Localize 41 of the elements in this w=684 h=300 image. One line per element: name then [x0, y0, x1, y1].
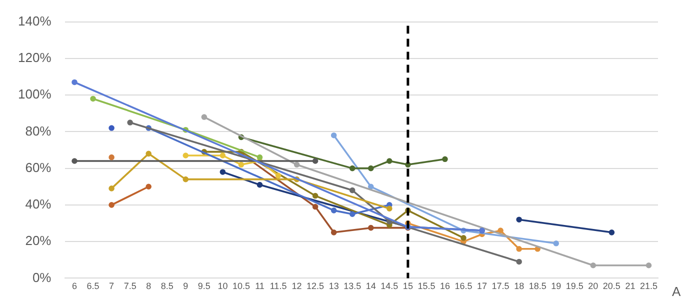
- x-tick-label: 21: [625, 281, 636, 292]
- x-tick-label: 11.5: [270, 281, 287, 292]
- x-tick-label: 13.5: [344, 281, 362, 292]
- y-tick-label: 20%: [25, 233, 52, 248]
- x-tick-label: 8: [146, 281, 152, 292]
- x-tick-label: 15.5: [418, 281, 436, 292]
- x-tick-label: 14: [366, 281, 376, 292]
- x-tick-label: 9: [183, 281, 188, 292]
- x-tick-label: 12.5: [306, 281, 324, 292]
- y-tick-label: 100%: [18, 86, 52, 102]
- x-tick-label: 10.5: [232, 281, 250, 292]
- x-axis-title: A: [672, 284, 681, 299]
- x-tick-label: 19: [551, 281, 562, 292]
- x-tick-label: 16: [440, 281, 450, 292]
- x-tick-label: 17.5: [492, 281, 510, 292]
- y-tick-label: 120%: [18, 50, 52, 66]
- y-tick-label: 60%: [25, 160, 52, 175]
- x-tick-label: 21.5: [640, 281, 658, 292]
- x-tick-label: 12: [292, 281, 302, 292]
- x-tick-label: 9.5: [198, 281, 210, 292]
- x-tick-label: 7.5: [124, 281, 136, 292]
- x-tick-label: 18.5: [528, 281, 546, 292]
- x-tick-label: 7: [109, 281, 114, 292]
- x-tick-label: 6: [72, 281, 78, 292]
- x-tick-label: 11: [255, 281, 264, 292]
- x-tick-label: 20.5: [602, 281, 620, 292]
- x-tick-label: 13: [328, 281, 339, 292]
- y-tick-label: 0%: [32, 270, 52, 285]
- x-tick-label: 18: [514, 281, 524, 292]
- x-tick-label: 10: [218, 281, 228, 292]
- x-tick-label: 8.5: [160, 281, 174, 292]
- y-tick-label: 40%: [25, 196, 52, 212]
- x-tick-label: 19.5: [566, 281, 584, 292]
- x-tick-label: 17: [477, 281, 488, 292]
- x-tick-label: 15: [402, 281, 413, 292]
- x-tick-label: 20: [588, 281, 598, 292]
- y-tick-label: 140%: [18, 13, 52, 28]
- x-tick-label: 14.5: [380, 281, 398, 292]
- x-tick-label: 6.5: [86, 281, 100, 292]
- y-tick-label: 80%: [25, 123, 52, 138]
- x-tick-label: 16.5: [454, 281, 472, 292]
